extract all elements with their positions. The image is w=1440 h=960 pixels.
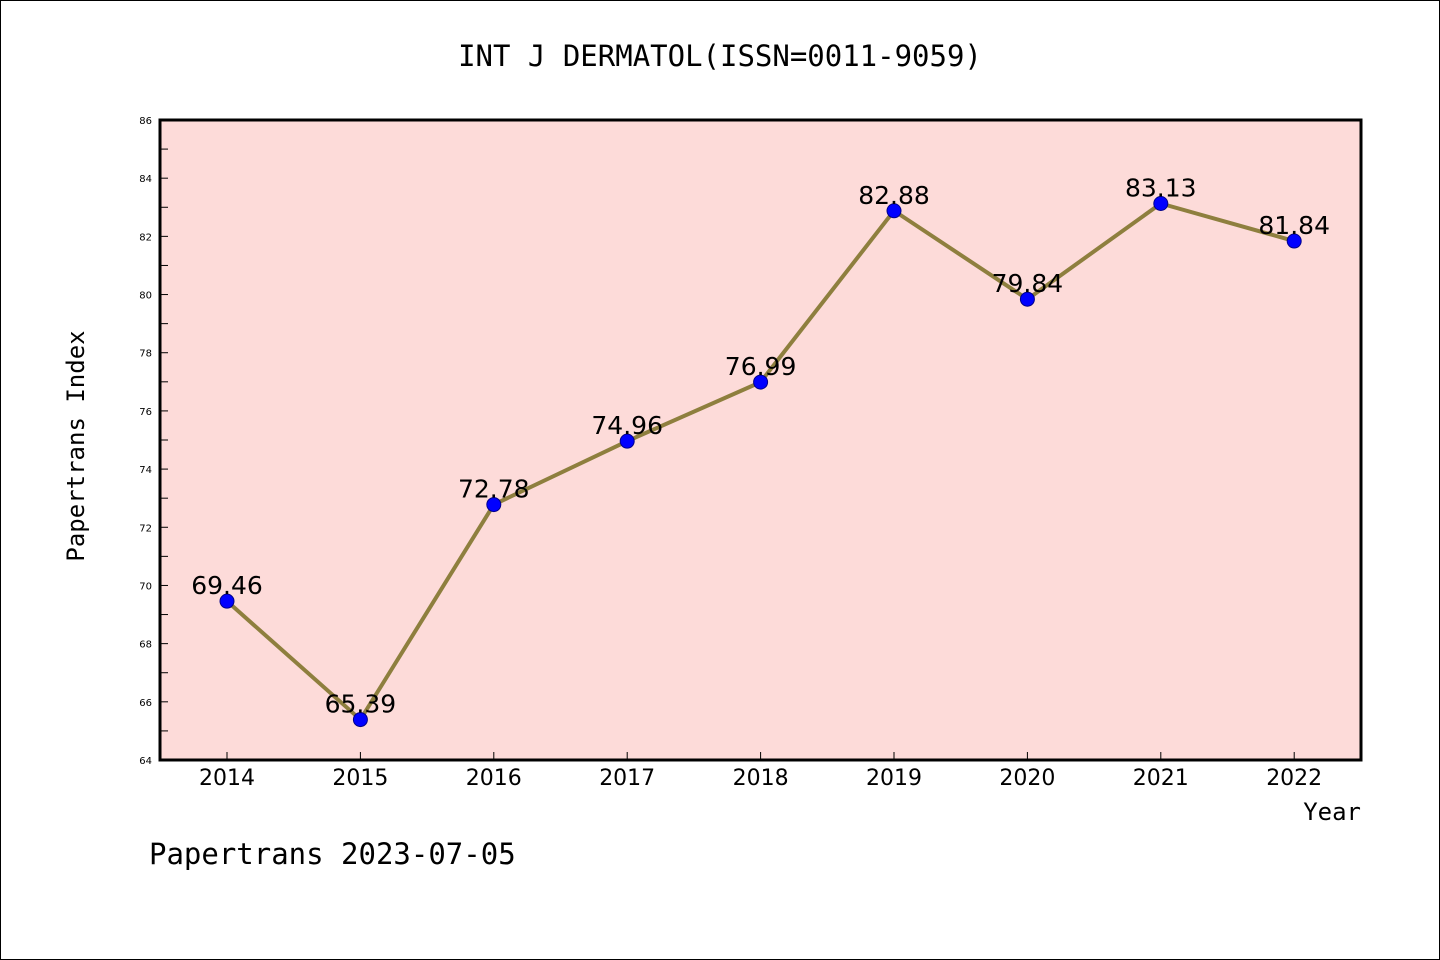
data-point (619, 433, 635, 449)
chart-title: INT J DERMATOL(ISSN=0011-9059) (458, 39, 982, 73)
y-axis-label: Papertrans Index (62, 330, 90, 561)
data-label: 79.84 (992, 269, 1064, 298)
data-point (1153, 195, 1169, 211)
x-tick-label: 2022 (1266, 766, 1322, 791)
x-tick-label: 2015 (332, 766, 388, 791)
y-tick-label: 86 (139, 116, 152, 127)
data-point (753, 374, 769, 390)
x-tick-label: 2016 (466, 766, 522, 791)
y-axis: 64 66 68 70 72 74 76 78 80 82 84 86 (139, 116, 168, 767)
y-tick-label: 84 (139, 174, 152, 185)
data-markers (219, 195, 1302, 728)
x-tick-label: 2021 (1133, 766, 1189, 791)
data-label: 65.39 (325, 690, 397, 719)
y-tick-label: 70 (139, 581, 152, 592)
plot-area (158, 118, 1363, 762)
data-point (352, 712, 368, 728)
data-label: 82.88 (858, 181, 930, 210)
x-tick-label: 2017 (599, 766, 655, 791)
y-tick-label: 64 (139, 756, 152, 767)
x-axis-label: Year (1303, 798, 1361, 826)
data-point (886, 203, 902, 219)
data-label: 81.84 (1258, 211, 1330, 240)
x-axis: 2014 2015 2016 2017 2018 2019 2020 2021 2022 (199, 752, 1322, 791)
data-point (486, 497, 502, 513)
y-tick-label: 78 (139, 349, 152, 360)
x-tick-label: 2018 (733, 766, 789, 791)
data-labels: 69.46 65.39 72.78 74.96 76.99 82.88 79.84 83.13… (191, 173, 1330, 718)
y-tick-label: 76 (139, 407, 152, 418)
y-tick-label: 82 (139, 232, 152, 243)
data-point (1286, 233, 1302, 249)
y-tick-label: 72 (139, 523, 152, 534)
x-tick-label: 2020 (999, 766, 1055, 791)
y-tick-label: 74 (139, 465, 152, 476)
data-label: 76.99 (725, 352, 797, 381)
y-tick-label: 80 (139, 291, 152, 302)
data-label: 69.46 (191, 571, 263, 600)
footer-text: Papertrans 2023-07-05 (149, 837, 516, 871)
data-point (1019, 291, 1035, 307)
data-label: 72.78 (458, 475, 530, 504)
x-tick-label: 2014 (199, 766, 255, 791)
x-tick-label: 2019 (866, 766, 922, 791)
y-tick-label: 68 (139, 640, 152, 651)
data-point (219, 593, 235, 609)
y-tick-label: 66 (139, 698, 152, 709)
data-label: 83.13 (1125, 173, 1197, 202)
data-label: 74.96 (591, 411, 663, 440)
